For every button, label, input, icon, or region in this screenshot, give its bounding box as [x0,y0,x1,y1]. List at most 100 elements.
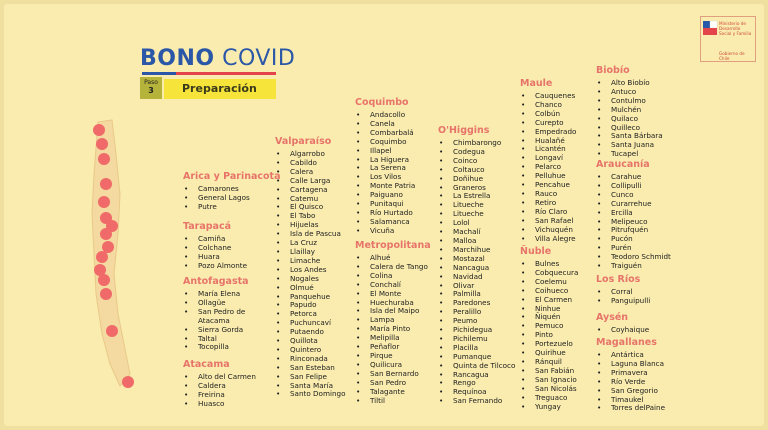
commune: Río Claro [520,207,605,217]
commune: El Carmen [520,295,605,305]
commune: Monte Patria [355,181,440,191]
commune: San Esteban [275,363,360,373]
commune: Treguaco [520,393,605,403]
commune: Tocopilla [183,343,268,353]
commune: Corral [596,287,681,297]
commune: Litueche [438,209,523,219]
commune: Combarbalá [355,128,440,138]
commune: Paiguano [355,190,440,200]
commune: Rauco [520,189,605,199]
commune: Machalí [438,227,523,237]
commune: Huara [183,252,268,262]
commune: Coyhaique [596,325,681,335]
region-block: Los Ríos CorralPanguipulli [596,274,681,306]
commune: Los Andes [275,265,360,275]
region-name: Antofagasta [183,276,249,287]
commune: Cauquenes [520,91,605,101]
region-name: Ñuble [520,246,552,257]
commune-list: BulnesCobquecuraCoelemuCoihuecoEl Carmen… [520,259,605,412]
region-block: Araucanía CarahueCollipulliCuncoCurarrehu… [596,159,681,271]
commune: Quilleco [596,123,681,133]
commune: Yungay [520,402,605,412]
commune: San Pedro [355,378,440,388]
commune: Torres delPaine [596,404,681,414]
commune-list: ChimbarongoCodeguaCoincoColtaucoDoñihueG… [438,138,523,406]
commune: Nancagua [438,263,523,273]
commune: Calera [275,167,360,177]
commune: San Fernando [438,396,523,406]
chile-map [91,119,134,388]
commune: Antuco [596,87,681,97]
commune: Carahue [596,172,681,182]
commune: La Estrella [438,192,523,202]
region-name: Magallanes [596,337,657,348]
commune: Pucón [596,234,681,244]
commune: Antártica [596,350,681,360]
region-block: Atacama Alto del CarmenCalderaFreirinaHua… [183,359,268,409]
commune: Illapel [355,146,440,156]
commune: Retiro [520,198,605,208]
commune: Doñihue [438,174,523,184]
commune: Colina [355,271,440,281]
commune: Chanco [520,100,605,110]
region-name: Maule [520,78,553,89]
commune: San Ignacio [520,375,605,385]
commune: Olivar [438,281,523,291]
commune: Conchalí [355,280,440,290]
region-block: Valparaíso AlgarroboCabildoCaleraCalle La… [275,136,360,399]
region-name: Metropolitana [355,240,431,251]
commune: Río Verde [596,377,681,387]
commune: Camarones [183,184,268,194]
commune: Litueche [438,200,523,210]
commune: Panquehue [275,292,360,302]
commune: Pitrufquén [596,226,681,236]
commune: Algarrobo [275,149,360,159]
commune-list: CamaronesGeneral LagosPutre [183,184,281,212]
commune: Mostazal [438,254,523,264]
commune: El Quisco [275,203,360,213]
commune: Curepto [520,118,605,128]
region-block: Ñuble BulnesCobquecuraCoelemuCoihuecoEl C… [520,246,605,411]
commune: Melipilla [355,333,440,343]
commune: Cobquecura [520,268,605,278]
commune: Rengo [438,379,523,389]
commune: Purén [596,243,681,253]
commune: Pirque [355,351,440,361]
title: BONO COVID [140,46,295,71]
logo-government: Gobierno de Chile [719,51,745,61]
region-block: CoquimboAndacolloCanelaCombarbaláCoquimb… [355,97,440,236]
commune: Longaví [520,153,605,163]
commune: San Fabián [520,366,605,376]
region-block: BiobíoAlto BiobíoAntucoContulmoMulchénQu… [596,65,681,159]
commune-list: CauquenesChancoColbúnCureptoEmpedradoHua… [520,91,605,243]
commune: Limache [275,256,360,266]
commune: Alto del Carmen [183,372,268,382]
commune: Navidad [438,272,523,282]
commune: Pozo Almonte [183,261,268,271]
commune: Huasco [183,399,268,409]
commune: Catemu [275,194,360,204]
commune: Cartagena [275,185,360,195]
commune-list: AntárticaLaguna BlancaPrimaveraRío Verde… [596,350,681,414]
commune: Pelluhue [520,171,605,181]
commune: Ercilla [596,208,681,218]
commune: Codegua [438,147,523,157]
region-name: Arica y Parinacota [183,171,281,182]
commune: Hijuelas [275,220,360,230]
commune: Portezuelo [520,339,605,349]
commune-list: CarahueCollipulliCuncoCurarrehueErcillaM… [596,172,681,271]
commune: Requínoa [438,387,523,397]
commune: Mulchén [596,105,681,115]
commune: Graneros [438,183,523,193]
commune: Coelemu [520,277,605,287]
region-name: Tarapacá [183,221,232,232]
commune: San Gregorio [596,386,681,396]
commune-list: CamiñaColchaneHuaraPozo Almonte [183,234,268,271]
commune: Petorca [275,309,360,319]
commune: Cabildo [275,158,360,168]
commune: Lolol [438,218,523,228]
commune: San Nicolás [520,384,605,394]
commune: San Felipe [275,372,360,382]
commune: Río Hurtado [355,208,440,218]
